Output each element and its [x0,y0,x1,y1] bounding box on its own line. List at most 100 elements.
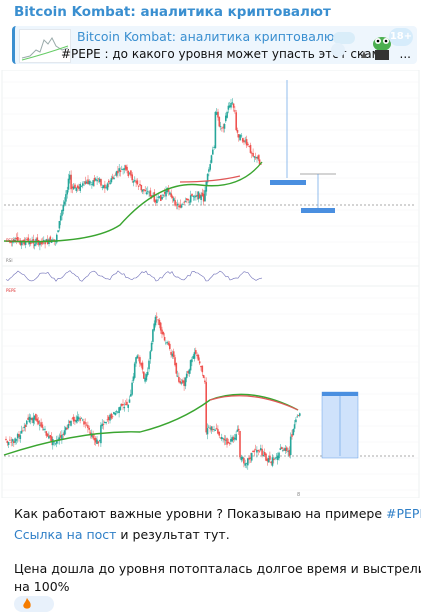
candle-body [256,450,258,453]
candle-body [284,448,287,451]
candle-body [158,196,161,198]
candle-body [63,430,66,435]
candle-body [49,434,51,438]
chart-image[interactable]: PEPE RSI PEPE 8 [0,70,421,498]
candle-body [37,420,40,424]
candle-body [204,380,206,383]
channel-name[interactable]: Bitcoin Kombat: аналитика криптовалют [14,4,331,20]
candle-body [10,441,12,443]
candle-body [236,429,239,432]
reply-thumbnail-chart [19,29,71,63]
candle-body [282,450,284,452]
candle-body [241,138,244,142]
hashtag-link[interactable]: #PEPE [386,506,421,521]
candle-body [226,438,228,445]
candle-body [50,436,53,443]
candle-body [193,352,196,359]
candle-body [80,417,83,419]
candle-body [39,241,41,246]
candle-body [102,423,105,425]
candle-body [267,458,270,463]
candle-body [224,439,227,441]
candle-body [93,438,96,441]
candle-body [68,421,71,423]
candle-body [245,139,248,146]
candle-body [148,360,150,370]
candle-body [251,152,253,154]
candle-body [160,194,162,201]
candle-body [65,194,67,202]
candle-body [108,180,110,183]
candle-body [140,363,142,366]
candle-body [89,181,92,183]
candle-body [28,416,31,423]
candle-body [58,221,61,229]
candle-body [81,419,84,421]
candle-body [222,438,224,440]
candle-body [249,457,252,459]
candle-body [41,241,44,244]
candle-body [109,182,111,185]
candle-body [170,351,172,355]
reply-text: #PEPE : до какого уровня может упасть эт… [61,47,381,61]
candle-body [175,363,178,374]
age-badge: 18+ [389,28,413,46]
candle-body [61,434,63,441]
caption-line-2: Ссылка на пост и результат тут. [14,527,230,542]
candle-body [53,441,55,443]
candle-body [289,436,292,455]
candle-body [85,181,88,184]
candle-body [217,111,219,118]
candle-body [105,187,107,189]
candle-body [98,440,101,442]
candle-body [245,463,248,465]
candle-body [49,236,52,242]
candle-body [228,105,231,108]
candle-body [247,458,249,466]
candle-body [231,102,234,104]
candle-body [222,126,224,128]
candle-body [67,178,70,190]
candle-body [201,192,204,197]
candle-body [128,399,131,403]
candle-body [134,180,136,181]
candle-body [183,380,185,386]
fire-icon [23,597,31,609]
candle-body [196,194,198,197]
candle-body [170,193,172,197]
candle-body [75,420,77,423]
candle-body [252,153,254,157]
candle-body [202,193,205,202]
reaction-button[interactable] [14,596,54,612]
candle-body [180,382,183,384]
candle-body [137,185,140,187]
candle-body [240,456,243,461]
candle-body [44,428,46,430]
post-link[interactable]: Ссылка на пост [14,527,117,542]
candle-body [248,457,250,460]
candle-body [188,369,191,374]
candle-body [200,365,202,368]
candle-body [187,371,189,374]
candle-body [206,428,209,435]
candle-body [123,168,126,170]
candle-body [107,416,110,421]
candle-body [32,417,35,424]
candle-body [84,422,87,424]
reply-preview[interactable]: Bitcoin Kombat: аналитика криптовалют #P… [12,26,417,64]
candle-body [127,170,130,177]
candle-body [239,134,241,141]
candle-body [15,238,18,240]
candle-body [162,331,165,335]
candle-body [75,187,78,191]
candle-body [237,428,240,431]
candle-body [33,415,36,420]
candle-body [171,196,174,199]
candle-body [231,437,233,442]
candle-body [87,425,89,429]
candle-body [202,374,205,378]
candle-body [292,428,295,436]
candle-body [227,105,230,110]
candle-body [122,169,124,171]
candle-body [20,240,23,246]
